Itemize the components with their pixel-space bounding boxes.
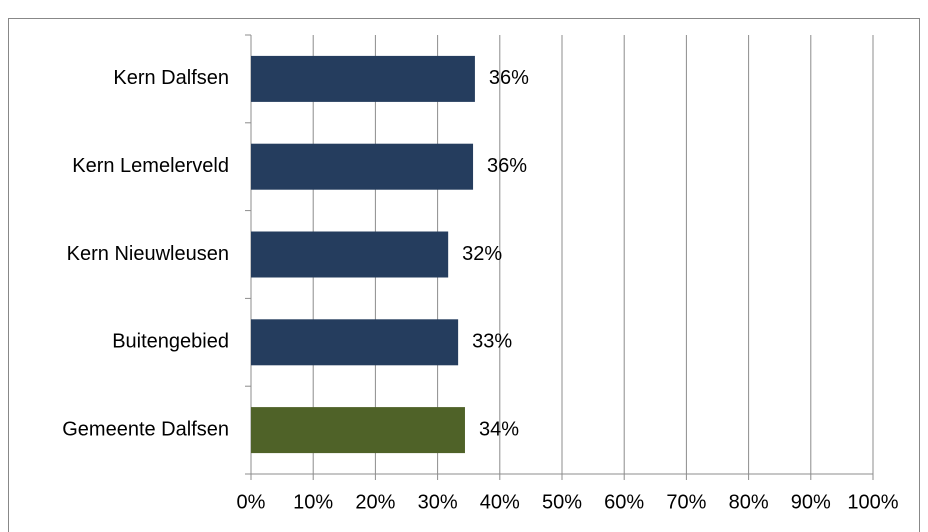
data-label: 36% [487,155,527,177]
data-label: 32% [462,243,502,265]
x-tick-label: 0% [237,491,266,513]
x-tick-label: 60% [604,491,644,513]
bar [251,231,449,278]
x-tick-label: 30% [418,491,458,513]
bar [251,143,474,190]
x-tick-label: 40% [480,491,520,513]
y-tick-label: Kern Nieuwleusen [67,243,229,265]
x-tick-label: 10% [293,491,333,513]
x-tick-label: 50% [542,491,582,513]
data-label: 33% [472,331,512,353]
x-tick-label: 70% [666,491,706,513]
y-tick-label: Kern Dalfsen [113,67,229,89]
data-label: 34% [479,418,519,440]
y-tick-label: Kern Lemelerveld [72,155,229,177]
y-tick-label: Gemeente Dalfsen [62,418,229,440]
bar [251,319,459,366]
data-label: 36% [489,67,529,89]
bar [251,55,475,102]
x-tick-label: 100% [847,491,898,513]
x-tick-label: 90% [791,491,831,513]
x-tick-label: 80% [729,491,769,513]
x-tick-label: 20% [355,491,395,513]
bar [251,407,465,454]
y-tick-label: Buitengebied [112,331,229,353]
